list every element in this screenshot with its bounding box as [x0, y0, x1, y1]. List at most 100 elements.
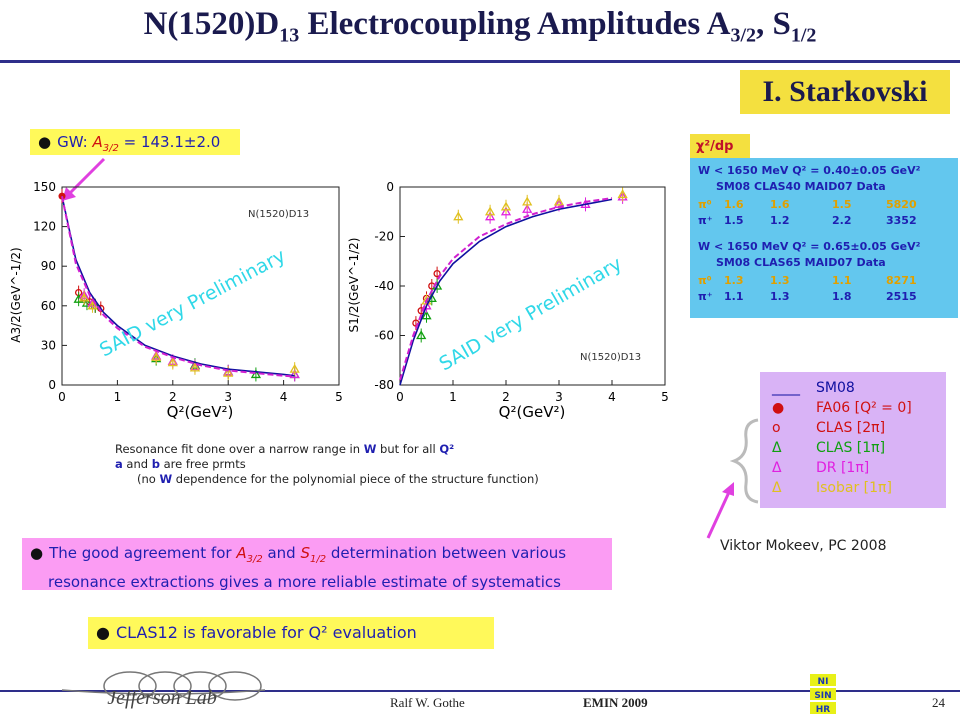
chi2-cell: 2.2 [832, 214, 852, 227]
ni-logo: NI SIN HR [810, 674, 836, 715]
y-tick-label: 90 [41, 259, 56, 273]
series-line-sm08 [61, 196, 295, 377]
clas12-box: ● CLAS12 is favorable for Q² evaluation [88, 617, 494, 649]
page-title: N(1520)D13 Electrocoupling Amplitudes A3… [143, 6, 817, 47]
chi2-cell: 5820 [886, 198, 917, 211]
x-tick-label: 4 [280, 390, 288, 404]
legend-item: Δ Isobar [1π] [772, 480, 892, 496]
jlab-logo-text: Jefferson Lab [107, 687, 216, 709]
x-tick-label: 0 [396, 390, 404, 404]
y-tick-label: 30 [41, 338, 56, 352]
plot-frame [61, 186, 340, 386]
x-tick-label: 3 [555, 390, 563, 404]
data-point [421, 300, 432, 310]
chi2-cut-1: W < 1650 MeV Q² = 0.40±0.05 GeV² [698, 164, 921, 177]
chi2-cell: 2515 [886, 290, 917, 303]
y-tick-label: 0 [386, 180, 394, 194]
amp-symbol: A3/2 [92, 133, 119, 154]
watermark: SAID very Preliminary [96, 245, 289, 362]
data-point [421, 310, 432, 320]
chi2-cell: 1.1 [724, 290, 744, 303]
data-point [522, 203, 533, 213]
data-point [151, 351, 162, 361]
data-point [289, 369, 300, 379]
legend-item: Δ CLAS [1π] [772, 440, 885, 456]
y-tick-label: -60 [374, 329, 394, 343]
chi2-cell: 1.6 [770, 198, 790, 211]
data-point [416, 330, 427, 340]
data-point [617, 189, 628, 199]
x-tick-label: 0 [58, 390, 66, 404]
footer-divider [0, 690, 960, 692]
chi2-cell: 1.1 [832, 274, 852, 287]
gw-value: = 143.1±2.0 [118, 133, 221, 151]
notes-line-1: Resonance fit done over a narrow range i… [115, 442, 455, 456]
data-point [453, 211, 464, 221]
chi2-table: W < 1650 MeV Q² = 0.40±0.05 GeV² SM08 CL… [690, 158, 958, 318]
data-marks [58, 189, 300, 382]
data-point [553, 196, 565, 206]
y-tick-label: -80 [374, 378, 394, 392]
x-tick-label: 3 [224, 390, 232, 404]
legend-item: ____ SM08 [772, 380, 855, 396]
legend-label: FA06 [Q² = 0] [816, 400, 912, 416]
legend-item: ● FA06 [Q² = 0] [772, 400, 912, 416]
data-point [81, 297, 93, 307]
state-label: N(1520)D13 [248, 209, 309, 220]
chi2-cell: 1.3 [770, 290, 790, 303]
x-tick-label: 2 [502, 390, 510, 404]
legend-symbol: ● [772, 400, 785, 416]
x-tick-labels: 0 1 2 3 4 5 [58, 380, 343, 404]
chi2-row-label: π⁺ [698, 290, 713, 303]
notes-line-3: (no W dependence for the polynomial piec… [137, 472, 539, 486]
series-line-fa06 [399, 197, 613, 381]
author-label: I. Starkovski [740, 70, 950, 114]
x-tick-label: 1 [449, 390, 457, 404]
legend-label: DR [1π] [816, 460, 870, 476]
data-point [426, 293, 437, 303]
data-point [421, 295, 432, 305]
legend-symbol: Δ [772, 480, 782, 496]
y-axis-label: S1/2(GeV^-1/2) [347, 238, 361, 333]
y-axis-label: A3/2(GeV^-1/2) [10, 247, 23, 342]
chi2-row-label: π⁰ [698, 274, 712, 287]
data-point [189, 362, 201, 372]
chi2-cell: 1.3 [770, 274, 790, 287]
notes-line-2: a and b are free prmts [115, 457, 246, 471]
page-number: 24 [932, 695, 945, 710]
y-tick-label: 60 [41, 299, 56, 313]
chi2-cell: 1.5 [724, 214, 744, 227]
legend-symbol: ____ [772, 380, 800, 396]
y-tick-label: -20 [374, 230, 394, 244]
title-divider [0, 60, 960, 63]
svg-text:SIN: SIN [814, 691, 831, 701]
chi2-cell: 8271 [886, 274, 917, 287]
legend-label: SM08 [816, 380, 855, 396]
data-marks [399, 187, 628, 386]
jefferson-lab-logo: Jefferson Lab [61, 671, 266, 709]
state-label: N(1520)D13 [580, 352, 641, 363]
x-axis-label: Q²(GeV²) [167, 403, 234, 420]
data-point [484, 206, 496, 216]
series-line-fa06 [61, 196, 295, 378]
data-point [79, 292, 90, 302]
y-tick-labels: 0 30 60 90 120 150 [33, 180, 67, 392]
gw-value-box: ● GW: A3/2 = 143.1±2.0 [30, 129, 240, 155]
data-point [167, 357, 178, 367]
legend-brace [730, 418, 759, 504]
legend-label: Isobar [1π] [816, 480, 892, 496]
chi2-cell: 3352 [886, 214, 917, 227]
legend-item: Δ DR [1π] [772, 460, 869, 476]
y-tick-label: 0 [48, 378, 56, 392]
x-tick-label: 5 [335, 390, 343, 404]
legend-symbol: Δ [772, 440, 782, 456]
data-point [484, 211, 496, 221]
data-point [87, 300, 98, 310]
x-tick-label: 1 [114, 390, 122, 404]
x-tick-label: 4 [608, 390, 616, 404]
chi2-row-label: π⁺ [698, 214, 713, 227]
gw-prefix: GW: [57, 133, 93, 151]
chi2-cell: 1.2 [770, 214, 790, 227]
data-point [500, 201, 512, 211]
plot-s12: -80 -60 -40 -20 0 0 1 2 3 4 5 S1/2(GeV^-1/2) Q²(G… [347, 180, 669, 420]
